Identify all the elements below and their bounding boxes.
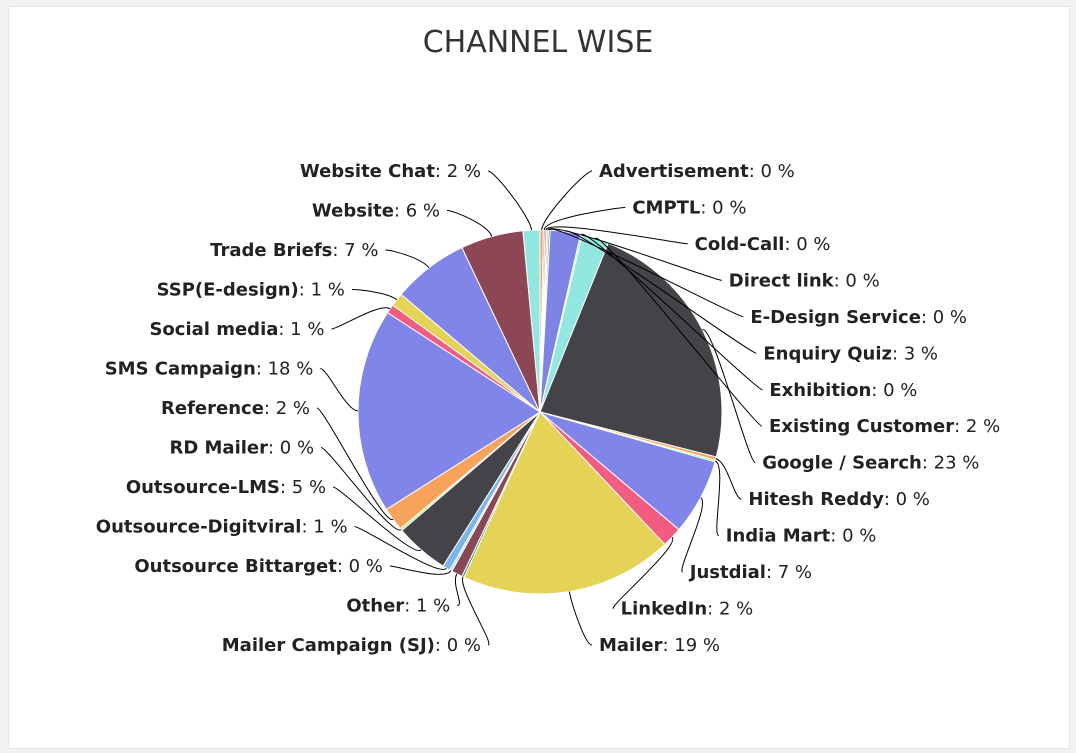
label-outsource-bittarget: Outsource Bittarget: 0 % [134,556,383,577]
connector-trade-briefs [385,249,430,269]
connector-sms-campaign [320,368,359,412]
slice-sms-campaign[interactable] [357,311,541,511]
connector-exhibition [580,234,763,391]
connector-linkedin [613,536,674,609]
label-website-chat: Website Chat: 2 % [300,161,481,182]
label-ssp-e-design: SSP(E-design): 1 % [157,280,345,301]
connector-website [446,210,493,237]
label-exhibition: Exhibition: 0 % [769,380,917,401]
label-cold-call: Cold-Call: 0 % [695,234,831,255]
slice-labels: Advertisement: 0 % CMPTL: 0 % Cold-Call: 0… [96,161,1000,656]
label-cmptl: CMPTL: 0 % [632,197,746,218]
label-connectors [316,170,763,646]
connector-direct-link [547,228,722,281]
label-outsource-digitviral: Outsource-Digitviral: 1 % [96,517,348,538]
label-existing-customer: Existing Customer: 2 % [769,416,1000,437]
connector-justdial [681,497,703,573]
connector-enquiry-quiz [565,230,757,354]
label-sms-campaign: SMS Campaign: 18 % [105,359,314,380]
connector-outsource-bittarget [389,565,452,575]
label-mailer: Mailer: 19 % [599,635,720,656]
label-mailer-campaign-sj: Mailer Campaign (SJ): 0 % [222,635,481,656]
connector-mailer-campaign-sj [462,576,490,646]
connector-social-media [331,307,391,330]
label-direct-link: Direct link: 0 % [729,270,880,291]
connector-e-design-service [548,228,744,318]
label-advertisement: Advertisement: 0 % [599,161,795,182]
label-india-mart: India Mart: 0 % [726,526,877,547]
connector-website-chat [487,170,532,231]
connector-ssp-e-design [351,289,398,301]
label-justdial: Justdial: 7 % [688,562,812,583]
connector-cold-call [545,226,688,245]
connector-cmptl [543,207,626,231]
pie-slices [357,229,723,595]
label-reference: Reference: 2 % [161,398,310,419]
connector-existing-customer [594,238,763,427]
label-outsource-lms: Outsource-LMS: 5 % [126,477,326,498]
label-google-search: Google / Search: 23 % [762,453,979,474]
label-e-design-service: E-Design Service: 0 % [750,307,967,328]
connector-advertisement [541,170,593,231]
connector-google-search [701,329,756,464]
connector-outsource-lms [332,486,422,551]
label-social-media: Social media: 1 % [149,319,324,340]
connector-hitesh-reddy [715,458,742,500]
label-other: Other: 1 % [346,596,450,617]
connector-rd-mailer [320,447,402,531]
label-hitesh-reddy: Hitesh Reddy: 0 % [748,489,930,510]
chart-title: CHANNEL WISE [423,25,654,60]
label-linkedin: LinkedIn: 2 % [621,599,754,620]
connector-other [455,573,460,606]
label-enquiry-quiz: Enquiry Quiz: 3 % [763,343,938,364]
label-website: Website: 6 % [312,201,440,222]
connector-reference [316,407,394,520]
label-trade-briefs: Trade Briefs: 7 % [210,240,378,261]
connector-india-mart [714,460,721,537]
label-rd-mailer: RD Mailer: 0 % [169,438,314,459]
connector-outsource-digitviral [354,526,447,570]
connector-mailer [568,591,593,646]
slice-google-search[interactable] [539,242,723,458]
